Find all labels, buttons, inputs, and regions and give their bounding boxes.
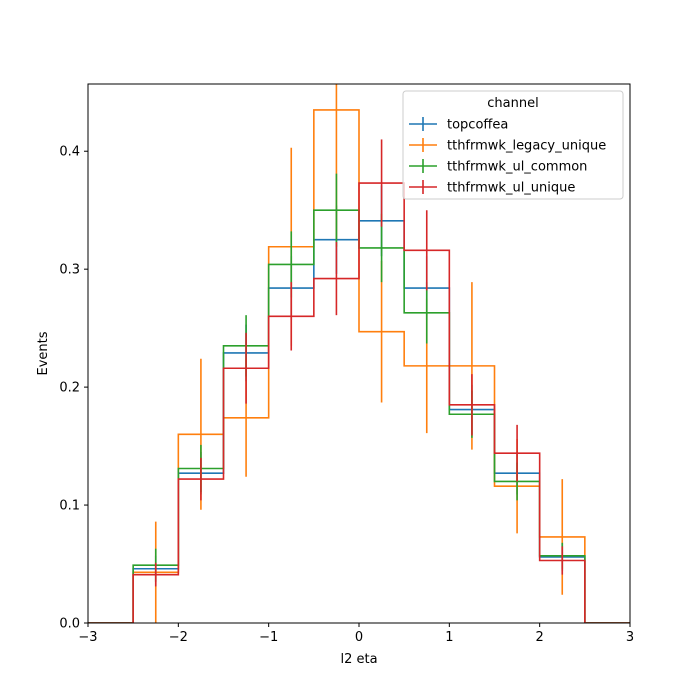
x-tick-label: 0 [355, 630, 363, 645]
legend: channel topcoffeatthfrmwk_legacy_uniquet… [402, 90, 624, 200]
y-tick-label: 0.3 [59, 263, 80, 278]
legend-item: tthfrmwk_legacy_unique [409, 138, 606, 154]
legend-label: tthfrmwk_ul_unique [447, 181, 575, 196]
x-axis-label: l2 eta [340, 652, 377, 667]
legend-title: channel [487, 96, 538, 111]
legend-item: topcoffea [409, 117, 508, 133]
legend-items: topcoffea tthfrmwk_legacy_unique tthfrmwk_… [409, 117, 606, 196]
series-layer [88, 84, 630, 623]
legend-item: tthfrmwk_ul_common [409, 159, 587, 175]
x-tick-label: −2 [169, 630, 188, 645]
step-line-tthfrmwk_ul_unique [88, 182, 630, 623]
x-tick-label: 3 [626, 630, 634, 645]
y-tick-label: 0.0 [59, 617, 80, 632]
x-tick-label: 1 [445, 630, 453, 645]
legend-box [402, 90, 624, 200]
legend-item: tthfrmwk_ul_unique [409, 180, 575, 196]
legend-label: tthfrmwk_ul_common [447, 160, 587, 175]
y-tick-label: 0.2 [59, 381, 80, 396]
x-tick-label: −3 [78, 630, 97, 645]
legend-label: tthfrmwk_legacy_unique [447, 139, 606, 154]
y-axis-label: Events [36, 331, 51, 375]
x-ticks: −3 −2 −1 0 1 2 3 [78, 623, 634, 645]
x-tick-label: −1 [259, 630, 278, 645]
y-ticks: 0.0 0.1 0.2 0.3 0.4 [59, 145, 88, 632]
legend-label: topcoffea [447, 118, 508, 133]
y-tick-label: 0.4 [59, 145, 80, 160]
x-tick-label: 2 [536, 630, 544, 645]
series-tthfrmwk_ul_unique [88, 139, 630, 623]
y-tick-label: 0.1 [59, 499, 80, 514]
plot-area: −3 −2 −1 0 1 2 3 0.0 0.1 0.2 0.3 0.4 l2 eta Events [36, 83, 634, 667]
